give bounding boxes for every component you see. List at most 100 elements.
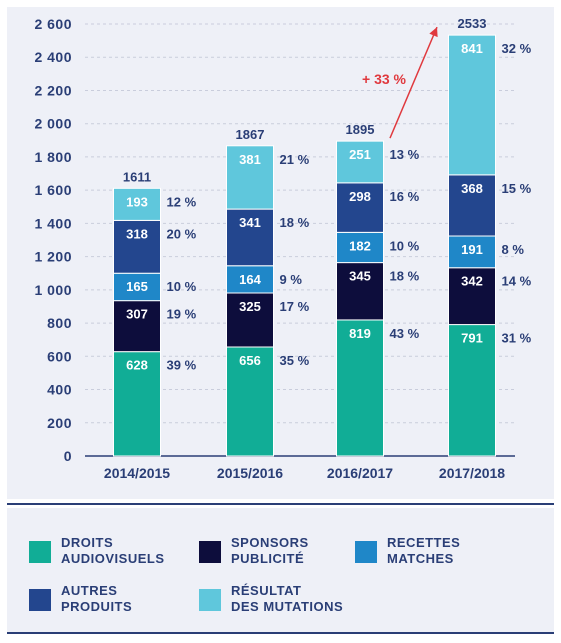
y-tick-label: 1 800 — [34, 149, 72, 165]
legend-label: DROITS AUDIOVISUELS — [61, 535, 165, 566]
segment-percent-label: 17 % — [280, 299, 310, 314]
segment-value-label: 307 — [126, 307, 148, 322]
segment-value-label: 656 — [239, 353, 261, 368]
y-tick-label: 600 — [47, 348, 72, 364]
bar-segment — [113, 300, 161, 353]
legend-label: RECETTES MATCHES — [387, 535, 461, 566]
legend-label: SPONSORS PUBLICITÉ — [231, 535, 309, 566]
segment-value-label: 318 — [126, 226, 148, 241]
segment-percent-label: 13 % — [390, 147, 420, 162]
segment-percent-label: 20 % — [167, 226, 197, 241]
legend-label: AUTRES PRODUITS — [61, 583, 133, 614]
bar-segment — [226, 265, 274, 294]
stacked-bar-chart: 0 200 400 600 800 1 000 1 200 1 400 1 600 1 800 2 … — [34, 16, 532, 481]
segment-percent-label: 43 % — [390, 326, 420, 341]
segment-percent-label: 15 % — [502, 181, 532, 196]
legend-item-recettes-matches: RECETTES MATCHES — [355, 535, 460, 567]
legend-swatch-resultat-des-mutations — [199, 589, 221, 611]
segment-percent-label: 16 % — [390, 189, 420, 204]
bar-segment — [336, 319, 384, 457]
segment-value-label: 819 — [349, 326, 371, 341]
segment-percent-label: 10 % — [390, 238, 420, 253]
bar-segment — [448, 174, 496, 237]
y-tick-label: 400 — [47, 382, 72, 398]
y-tick-label: 1 400 — [34, 215, 72, 231]
segment-percent-label: 39 % — [167, 358, 197, 373]
legend-swatch-sponsors-publicite — [199, 541, 221, 563]
legend-item-droits-audiovisuels: DROITS AUDIOVISUELS — [29, 535, 165, 567]
y-tick-label: 2 000 — [34, 116, 72, 132]
segment-percent-label: 35 % — [280, 353, 310, 368]
segment-percent-label: 19 % — [167, 307, 197, 322]
segment-value-label: 368 — [461, 181, 483, 196]
x-tick-label: 2015/2016 — [217, 465, 283, 481]
segment-value-label: 191 — [461, 242, 483, 257]
segment-percent-label: 18 % — [280, 215, 310, 230]
legend-swatch-recettes-matches — [355, 541, 377, 563]
segment-value-label: 251 — [349, 147, 371, 162]
segment-value-label: 298 — [349, 189, 371, 204]
bar-segment — [113, 219, 161, 274]
legend: DROITS AUDIOVISUELS SPONSORS PUBLICITÉ R… — [7, 508, 554, 633]
growth-arrowhead — [429, 27, 438, 38]
legend-item-sponsors-publicite: SPONSORS PUBLICITÉ — [199, 535, 309, 567]
segment-percent-label: 32 % — [502, 41, 532, 56]
legend-top-rule — [7, 503, 554, 505]
legend-label: RÉSULTAT DES MUTATIONS — [231, 583, 344, 614]
legend-bottom-rule — [7, 632, 554, 634]
bar-segment — [226, 346, 274, 457]
bar-total-label: 1611 — [123, 169, 151, 184]
bar-total-label: 1867 — [236, 127, 265, 142]
bar-total-label: 1895 — [346, 122, 375, 137]
bar-segment — [448, 235, 496, 269]
bar-segment — [226, 208, 274, 267]
segment-value-label: 165 — [126, 279, 148, 294]
x-tick-label: 2014/2015 — [104, 465, 170, 481]
legend-swatch-droits-audiovisuels — [29, 541, 51, 563]
y-tick-label: 1 200 — [34, 249, 72, 265]
segment-percent-label: 10 % — [167, 279, 197, 294]
segment-percent-label: 8 % — [502, 242, 525, 257]
segment-value-label: 381 — [239, 152, 261, 167]
segment-value-label: 325 — [239, 299, 261, 314]
bar-segment — [336, 262, 384, 321]
bar-segment — [113, 187, 161, 221]
segment-percent-label: 14 % — [502, 274, 532, 289]
segment-percent-label: 31 % — [502, 331, 532, 346]
growth-arrow-line — [389, 26, 438, 139]
growth-annotation-label: + 33 % — [362, 71, 407, 87]
y-tick-label: 200 — [47, 415, 72, 431]
legend-swatch-autres-produits — [29, 589, 51, 611]
segment-value-label: 791 — [461, 331, 483, 346]
bar-segment — [226, 292, 274, 348]
x-tick-label: 2017/2018 — [439, 465, 505, 481]
segment-value-label: 341 — [239, 215, 261, 230]
segment-percent-label: 12 % — [167, 194, 197, 209]
segment-percent-label: 21 % — [280, 152, 310, 167]
legend-item-autres-produits: AUTRES PRODUITS — [29, 583, 132, 615]
y-tick-label: 2 600 — [34, 16, 72, 32]
y-tick-label: 2 400 — [34, 49, 72, 65]
x-tick-label: 2016/2017 — [327, 465, 393, 481]
segment-value-label: 841 — [461, 41, 483, 56]
segment-value-label: 193 — [126, 194, 148, 209]
segment-value-label: 182 — [349, 238, 371, 253]
y-tick-label: 1 000 — [34, 282, 72, 298]
bar-segment — [336, 231, 384, 264]
y-tick-label: 0 — [64, 448, 72, 464]
bar-segment — [226, 145, 274, 210]
bar-total-label: 2533 — [458, 16, 487, 31]
segment-percent-label: 18 % — [390, 269, 420, 284]
bar-segment — [113, 351, 161, 457]
segment-value-label: 164 — [239, 272, 261, 287]
legend-item-resultat-des-mutations: RÉSULTAT DES MUTATIONS — [199, 583, 343, 615]
bar-segment — [448, 267, 496, 326]
y-tick-label: 1 600 — [34, 182, 72, 198]
segment-value-label: 342 — [461, 274, 483, 289]
segment-value-label: 628 — [126, 358, 148, 373]
bar-segment — [336, 140, 384, 184]
bar-segment — [448, 324, 496, 457]
y-tick-label: 800 — [47, 315, 72, 331]
segment-value-label: 345 — [349, 269, 371, 284]
